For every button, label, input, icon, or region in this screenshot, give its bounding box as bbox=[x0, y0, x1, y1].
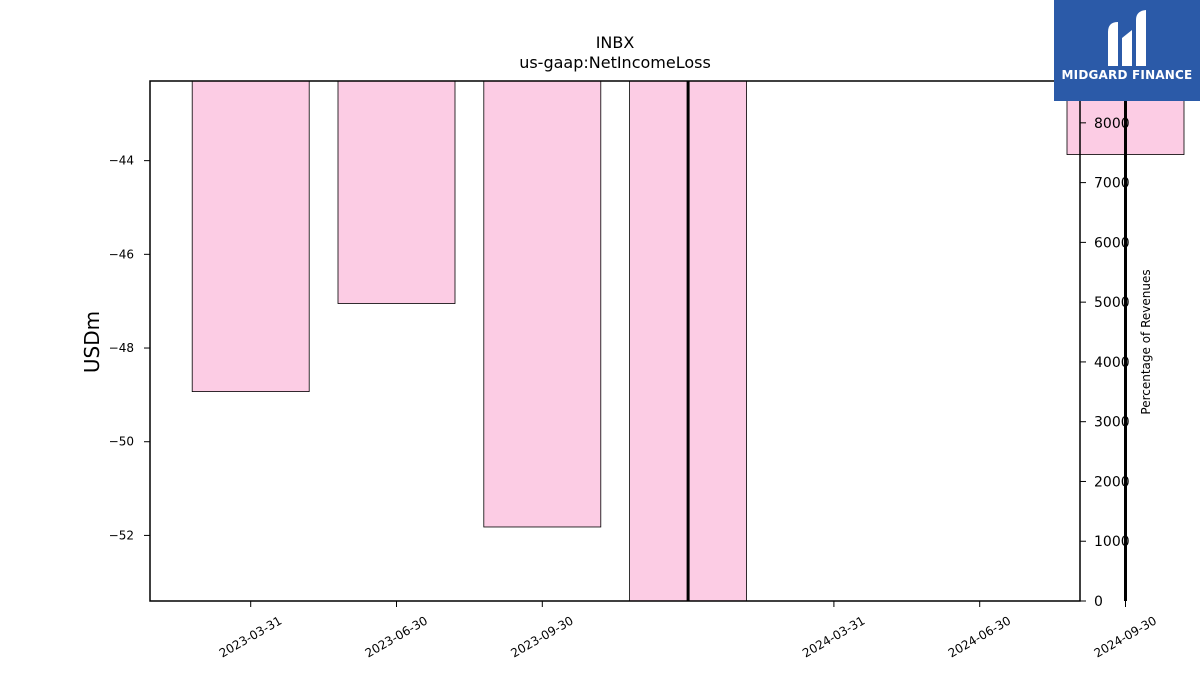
revenue-lines-group bbox=[686, 81, 1127, 601]
y2-tick-label: 7000 bbox=[1094, 176, 1130, 192]
y2-tick-label: 4000 bbox=[1094, 355, 1130, 371]
y2-tick-label: 3000 bbox=[1094, 415, 1130, 431]
bar-2023-09-30 bbox=[483, 80, 602, 528]
chart-subtitle: us-gaap:NetIncomeLoss bbox=[519, 53, 711, 72]
y2-tick-label: 6000 bbox=[1094, 235, 1130, 251]
y2-axis-label: Percentage of Revenues bbox=[1139, 269, 1153, 414]
y2-tick-label: 5000 bbox=[1094, 295, 1130, 311]
y2-axis-ticks: 0 1000 2000 3000 4000 5000 6000 7000 8000 bbox=[1080, 116, 1130, 610]
plot-frame bbox=[149, 80, 1081, 602]
x-tick-label: 2024-03-31 bbox=[800, 613, 867, 660]
bar-2023-03-31 bbox=[191, 80, 310, 392]
y-tick-label: −48 bbox=[109, 341, 134, 355]
x-tick-label: 2023-06-30 bbox=[363, 613, 430, 660]
x-tick-label: 2023-09-30 bbox=[508, 613, 575, 660]
y-tick-label: −46 bbox=[109, 247, 134, 261]
y-tick-label: −44 bbox=[109, 154, 134, 168]
y2-tick-label: 8000 bbox=[1094, 116, 1130, 132]
midgard-finance-logo: MIDGARD FINANCE bbox=[1054, 0, 1200, 101]
y-axis-label: USDm bbox=[80, 311, 104, 373]
chart-title: INBX bbox=[596, 33, 635, 52]
logo-text: MIDGARD FINANCE bbox=[1061, 68, 1193, 82]
y2-tick-label: 0 bbox=[1094, 594, 1103, 610]
x-tick-label: 2024-09-30 bbox=[1092, 613, 1159, 660]
y2-tick-label: 2000 bbox=[1094, 474, 1130, 490]
y2-tick-label: 1000 bbox=[1094, 534, 1130, 550]
y-tick-label: −50 bbox=[109, 435, 134, 449]
y-axis-ticks: −44 −46 −48 −50 −52 bbox=[109, 154, 150, 542]
bar-2023-06-30 bbox=[337, 80, 456, 304]
y-tick-label: −52 bbox=[109, 528, 134, 542]
x-axis-ticks: 2023-03-31 2023-06-30 2023-09-30 2024-03-31… bbox=[217, 601, 1159, 660]
logo-mark-icon bbox=[1108, 10, 1146, 66]
x-tick-label: 2023-03-31 bbox=[217, 613, 284, 660]
x-tick-label: 2024-06-30 bbox=[946, 613, 1013, 660]
